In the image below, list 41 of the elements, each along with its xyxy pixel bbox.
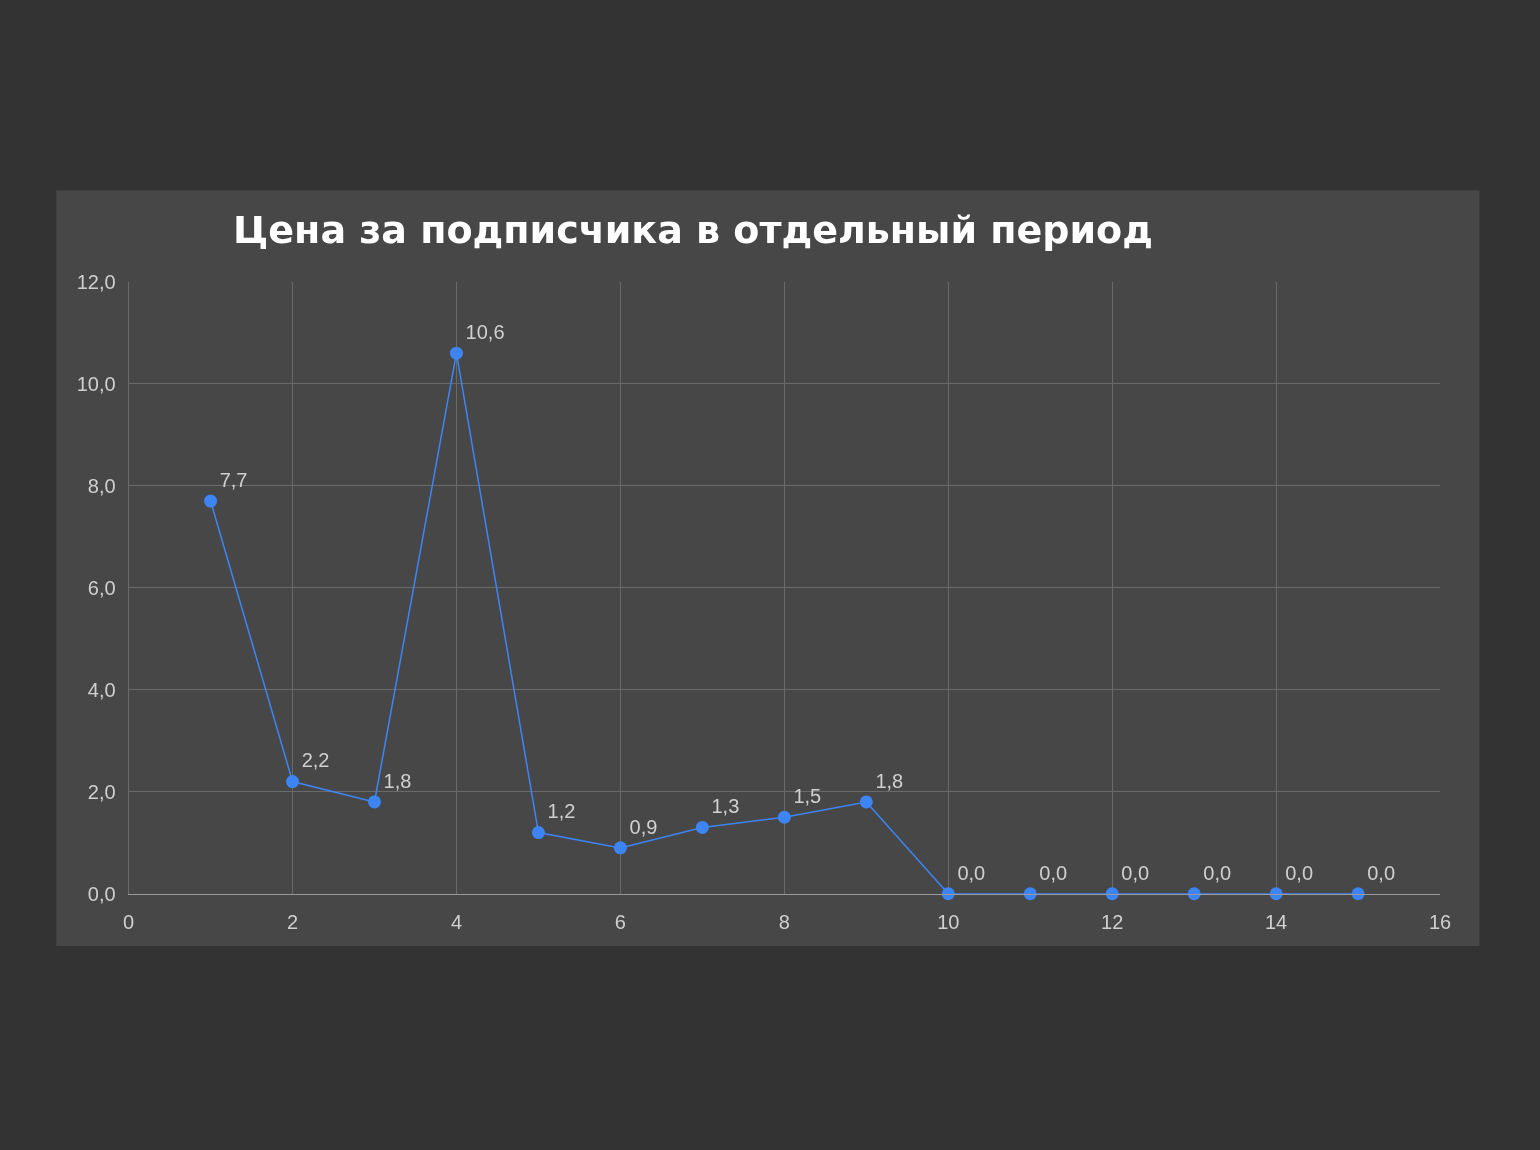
y-tick-label: 8,0 (87, 474, 116, 497)
point (204, 494, 218, 508)
data-label: 0,0 (1203, 861, 1232, 884)
data-label: 1,5 (793, 785, 822, 808)
point (531, 826, 545, 840)
x-tick-label: 8 (778, 910, 790, 933)
y-tick-label: 0,0 (87, 882, 116, 905)
point (286, 775, 300, 789)
point (777, 810, 791, 824)
point (368, 795, 381, 809)
point (449, 346, 463, 360)
y-tick-label: 2,0 (87, 780, 116, 803)
x-tick-label: 16 (1428, 910, 1452, 933)
point (613, 841, 627, 855)
y-tick-label: 4,0 (87, 678, 116, 701)
data-label: 0,0 (957, 861, 986, 884)
data-label: 1,8 (383, 769, 412, 792)
point (859, 795, 873, 809)
data-label: 0,9 (629, 815, 658, 838)
x-tick-label: 10 (937, 910, 960, 933)
y-tick-label: 10,0 (76, 372, 116, 395)
x-tick-label: 14 (1265, 910, 1288, 933)
data-label: 7,7 (219, 468, 248, 491)
data-label: 1,2 (547, 800, 576, 823)
x-tick-label: 4 (450, 910, 463, 933)
data-label: 1,8 (875, 769, 904, 792)
data-label: 0,0 (1285, 861, 1314, 884)
y-tick-label: 6,0 (87, 576, 116, 599)
data-label: 0,0 (1367, 861, 1396, 884)
x-tick-label: 6 (614, 910, 626, 933)
data-label: 2,2 (301, 749, 330, 772)
x-tick-label: 0 (123, 910, 135, 933)
y-tick-label: 12,0 (76, 270, 116, 293)
data-label: 1,3 (711, 795, 740, 818)
point (695, 820, 709, 834)
data-label: 10,6 (465, 321, 505, 344)
chart-title: Цена за подписчика в отдельный период (233, 208, 1153, 253)
x-tick-label: 12 (1101, 910, 1124, 933)
data-label: 0,0 (1121, 861, 1150, 884)
x-tick-label: 2 (286, 910, 299, 933)
data-label: 0,0 (1039, 861, 1068, 884)
